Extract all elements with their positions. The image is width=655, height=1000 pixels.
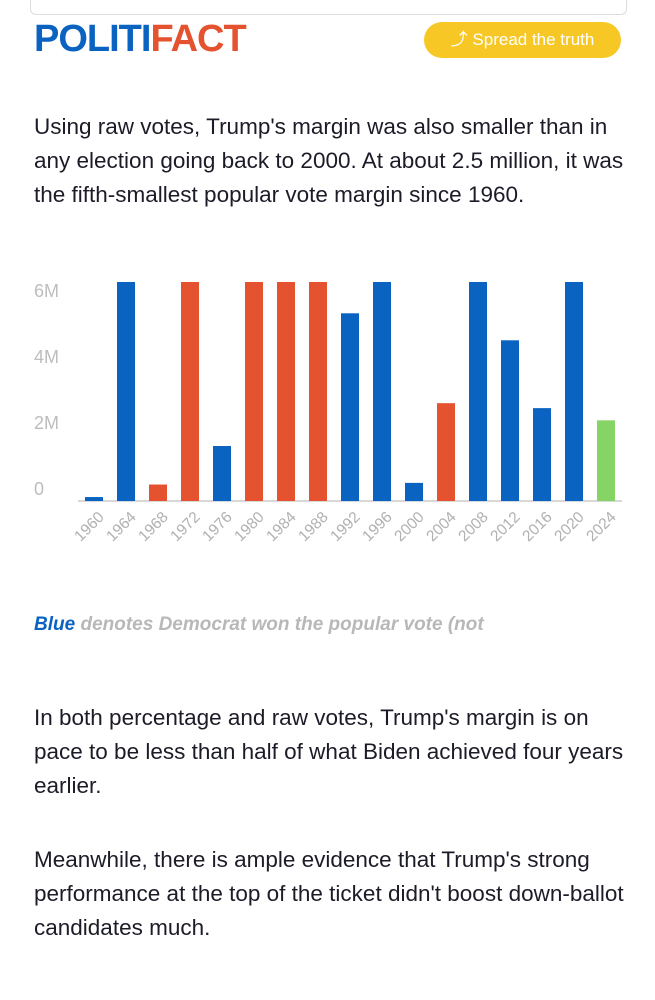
bar (501, 340, 519, 501)
y-tick-label: 2M (34, 413, 59, 433)
share-button[interactable]: ⤴ Spread the truth (424, 22, 621, 58)
x-tick-label: 1964 (103, 508, 140, 545)
x-tick-label: 1988 (295, 509, 331, 545)
top-border (30, 0, 627, 15)
x-tick-label: 2012 (487, 509, 523, 545)
bar (117, 282, 135, 501)
x-tick-label: 1980 (231, 508, 268, 545)
bar (533, 408, 551, 501)
logo-part: FACT (150, 18, 246, 60)
bar (373, 282, 391, 501)
bar (437, 403, 455, 501)
caption-text: denotes Democrat won the popular vote (n… (75, 614, 484, 635)
bar (565, 282, 583, 501)
x-tick-label: 1984 (263, 508, 300, 545)
bar (469, 282, 487, 501)
bar (341, 313, 359, 501)
paragraph: Meanwhile, there is ample evidence that … (34, 847, 624, 940)
caption-highlight: Blue (34, 614, 76, 635)
bar (245, 282, 263, 501)
bar (149, 484, 167, 501)
x-tick-label: 2004 (423, 508, 460, 545)
x-tick-label: 1968 (135, 509, 171, 545)
x-tick-label: 1996 (359, 509, 395, 545)
logo[interactable]: POLITIFACT (34, 18, 247, 61)
x-tick-label: 2016 (519, 509, 555, 545)
bar (277, 282, 295, 501)
bar (309, 282, 327, 501)
x-tick-label: 2008 (455, 509, 491, 545)
y-tick-label: 6M (34, 281, 59, 301)
y-tick-label: 0 (34, 479, 44, 499)
bar (85, 497, 103, 501)
x-tick-label: 1972 (167, 509, 203, 545)
x-tick-label: 1992 (327, 509, 363, 545)
x-tick-label: 2020 (551, 508, 588, 545)
bar (181, 282, 199, 501)
logo-part: POLITI (34, 18, 151, 60)
y-tick-label: 4M (34, 347, 59, 367)
x-tick-label: 2000 (391, 508, 428, 545)
chart: 02M4M6M196019641968197219761980198419881… (34, 281, 622, 545)
x-tick-label: 1976 (199, 509, 235, 545)
button-label: Spread the truth (472, 30, 595, 49)
x-tick-label: 1960 (71, 508, 108, 545)
x-tick-label: 2024 (583, 508, 620, 545)
bar (597, 420, 615, 501)
caption: Blue denotes Democrat won the popular vo… (34, 614, 484, 636)
paragraph: In both percentage and raw votes, Trump'… (34, 705, 624, 798)
paragraph: Using raw votes, Trump's margin was also… (34, 114, 624, 207)
bar (213, 446, 231, 501)
bar (405, 482, 423, 501)
